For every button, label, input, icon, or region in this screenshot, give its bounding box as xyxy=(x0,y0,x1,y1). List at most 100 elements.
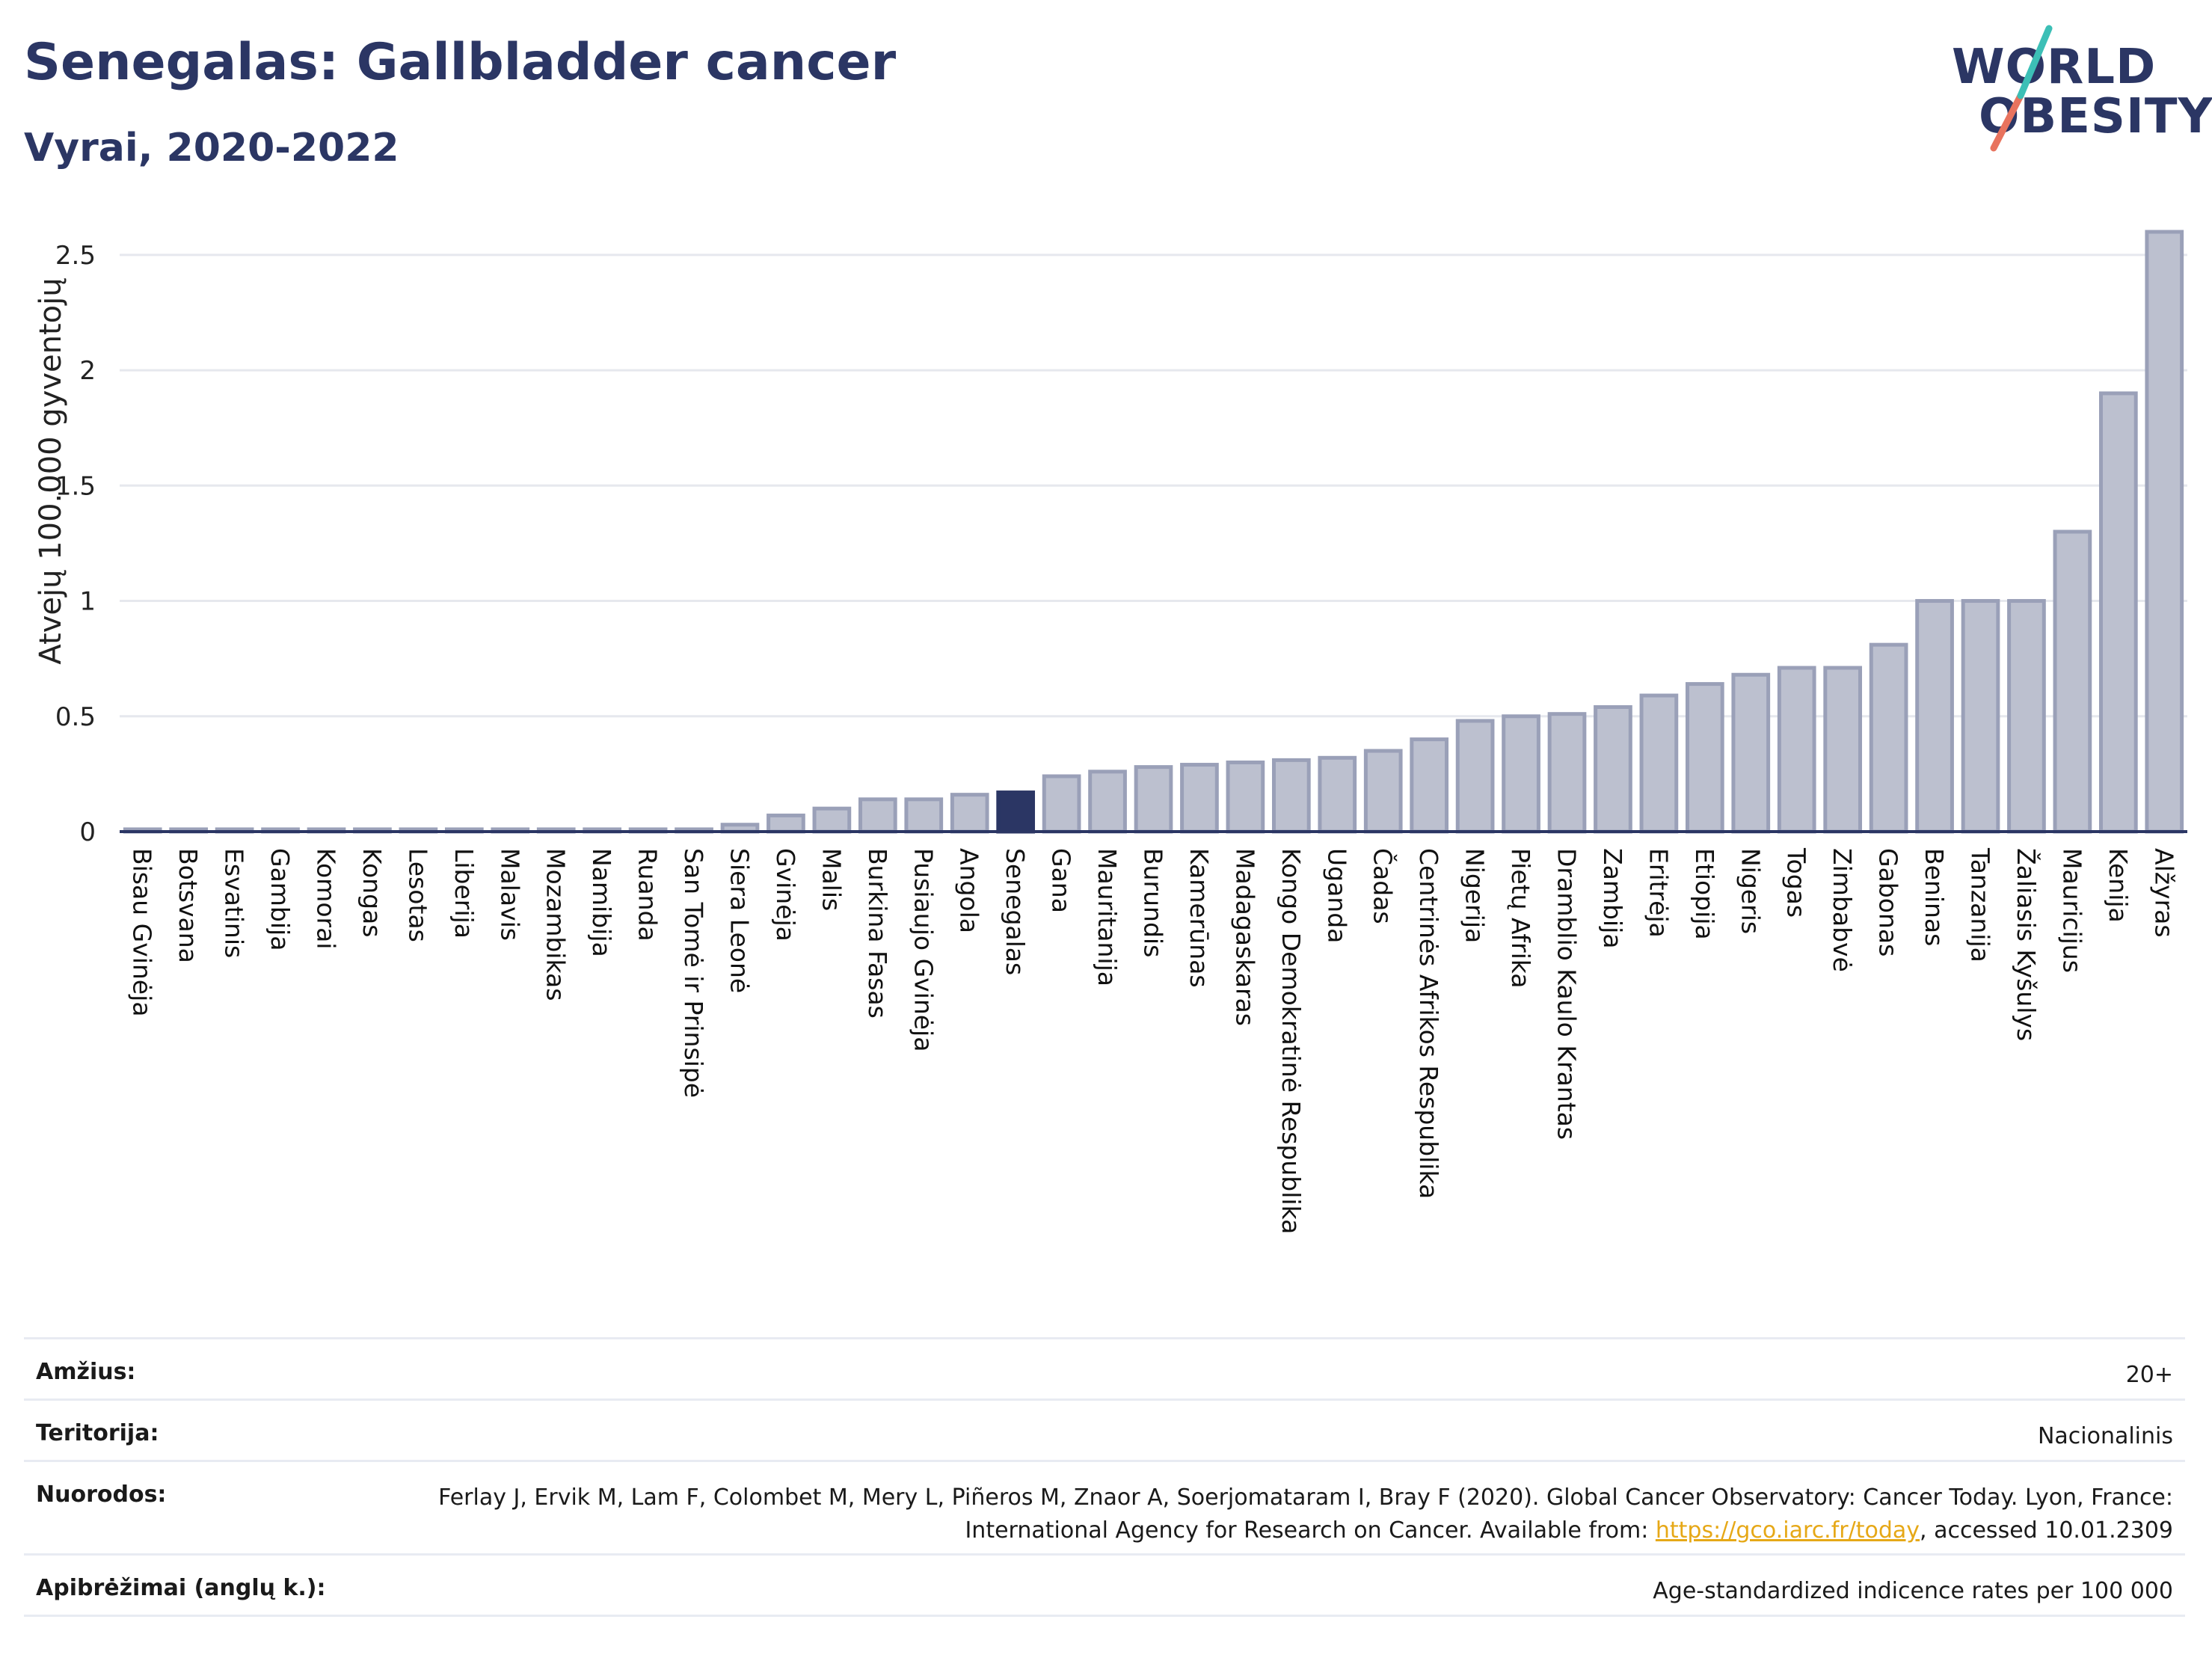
x-tick-label: Malis xyxy=(817,848,846,911)
y-tick-label: 0.5 xyxy=(55,702,96,732)
x-tick-label: Tanzanija xyxy=(1966,847,1995,962)
bar xyxy=(1594,704,1632,834)
x-tick-label: Nigerija xyxy=(1460,848,1490,943)
bar-chart: 0 0.5 1 1.5 2 2.5 Bisau Gvinėja Botsvana Esvatin… xyxy=(55,230,2187,1234)
bar xyxy=(1226,760,1265,834)
bar-highlight xyxy=(996,790,1036,834)
bar xyxy=(2098,391,2138,834)
bar xyxy=(1731,672,1771,834)
y-tick-label: 1 xyxy=(79,587,96,617)
info-row-age: Amžius: 20+ xyxy=(24,1337,2185,1400)
bar xyxy=(1455,719,1495,834)
info-value-definitions: Age-standardized indicence rates per 100… xyxy=(325,1553,2185,1617)
bar xyxy=(1271,758,1311,834)
bar xyxy=(1042,774,1081,834)
x-tick-label: Gvinėja xyxy=(771,848,800,942)
y-tick-label: 0 xyxy=(79,817,96,847)
x-tick-label: Lesotas xyxy=(403,848,432,942)
logo-slash-icon xyxy=(1990,25,2053,152)
logo-top-text: WORLD xyxy=(1952,40,2157,95)
bar xyxy=(1547,712,1587,834)
x-tick-label: Gambija xyxy=(265,848,295,951)
x-tick-label: Siera Leonė xyxy=(725,848,755,993)
x-tick-label: Komorai xyxy=(312,848,341,949)
bar xyxy=(1823,666,1863,834)
bar xyxy=(2145,230,2184,834)
y-tick-label: 2 xyxy=(79,356,96,386)
bar xyxy=(1134,765,1173,834)
bar xyxy=(1410,737,1449,834)
bar xyxy=(904,797,944,834)
bar xyxy=(950,793,989,834)
reference-suffix: , accessed 10.01.2309 xyxy=(1920,1517,2173,1544)
bar xyxy=(2007,599,2046,834)
x-tick-label: Kenija xyxy=(2104,848,2133,923)
x-tick-label: Mauritanija xyxy=(1093,848,1122,986)
info-key-age: Amžius: xyxy=(24,1337,326,1400)
bar xyxy=(1318,755,1357,834)
x-tick-label: San Tomė ir Prinsipė xyxy=(679,848,708,1098)
bar xyxy=(2053,529,2092,834)
x-tick-label: Botsvana xyxy=(173,848,203,963)
info-row-definitions: Apibrėžimai (anglų k.): Age-standardized… xyxy=(24,1553,2185,1617)
x-tick-label: Esvatinis xyxy=(220,848,249,958)
bar xyxy=(1777,666,1816,834)
x-tick-label: Nigeris xyxy=(1736,848,1765,934)
x-tick-label: Gana xyxy=(1047,848,1076,913)
x-tick-label: Ruanda xyxy=(633,848,663,942)
info-key-territory: Teritorija: xyxy=(24,1398,326,1461)
x-tick-label: Bisau Gvinėja xyxy=(128,848,157,1017)
x-tick-label: Pusiaujo Gvinėja xyxy=(909,848,938,1051)
x-tick-label: Kongo Demokratinė Respublika xyxy=(1276,848,1306,1234)
x-tick-label: Pietų Afrika xyxy=(1506,848,1535,989)
reference-text: Ferlay J, Ervik M, Lam F, Colombet M, Me… xyxy=(438,1484,2173,1544)
x-tick-label: Liberija xyxy=(449,848,479,939)
x-tick-label: Etiopija xyxy=(1690,848,1719,940)
bar xyxy=(1869,642,1908,834)
x-tick-label: Dramblio Kaulo Krantas xyxy=(1552,848,1582,1140)
x-tick-label: Malavis xyxy=(495,848,524,941)
x-tick-label: Burkina Fasas xyxy=(863,848,892,1019)
page-subtitle: Vyrai, 2020-2022 xyxy=(24,126,399,171)
reference-link[interactable]: https://gco.iarc.fr/today xyxy=(1655,1517,1920,1544)
x-tick-label: Alžyras xyxy=(2149,848,2178,938)
page-title: Senegalas: Gallbladder cancer xyxy=(24,33,897,92)
bar xyxy=(1180,763,1219,834)
bar xyxy=(812,806,852,834)
x-tick-label: Madagaskaras xyxy=(1230,848,1259,1026)
info-value-territory: Nacionalinis xyxy=(325,1398,2185,1461)
x-tick-label: Centrinės Afrikos Respublika xyxy=(1414,848,1443,1199)
x-tick-label: Angola xyxy=(955,848,984,933)
bar xyxy=(766,813,805,834)
y-axis-title: Atvejų 100.000 gyventojų xyxy=(34,277,68,665)
info-key-definitions: Apibrėžimai (anglų k.): xyxy=(24,1553,326,1617)
x-tick-label: Čadas xyxy=(1368,848,1398,924)
world-obesity-logo: WORLD OBESITY xyxy=(1952,22,2212,157)
x-tick-label: Žaliasis Kyšulys xyxy=(2012,848,2042,1041)
x-tick-label: Zambija xyxy=(1598,848,1627,948)
y-tick-label: 1.5 xyxy=(55,471,96,501)
x-tick-label: Zimbabvė xyxy=(1828,848,1857,972)
bar xyxy=(1363,749,1403,834)
bar xyxy=(1961,599,2000,834)
bar xyxy=(1685,682,1724,834)
x-tick-label: Eritrėja xyxy=(1644,848,1673,938)
info-key-references: Nuorodos: xyxy=(24,1460,326,1555)
x-tick-label: Gabonas xyxy=(1874,848,1903,957)
x-tick-label: Namibija xyxy=(587,848,616,957)
info-value-references: Ferlay J, Ervik M, Lam F, Colombet M, Me… xyxy=(325,1460,2185,1555)
bar xyxy=(1088,770,1127,834)
x-tick-label: Mauricijus xyxy=(2057,848,2086,973)
x-tick-label: Kamerūnas xyxy=(1185,848,1214,988)
x-tick-label: Burundis xyxy=(1139,848,1168,957)
bar xyxy=(858,797,897,834)
bar xyxy=(1502,714,1540,834)
info-value-age: 20+ xyxy=(325,1337,2185,1400)
bar xyxy=(1639,693,1679,834)
x-tick-label: Uganda xyxy=(1322,848,1351,943)
info-row-references: Nuorodos: Ferlay J, Ervik M, Lam F, Colo… xyxy=(24,1460,2185,1555)
x-tick-label: Kongas xyxy=(357,848,387,937)
x-tick-label: Beninas xyxy=(1920,848,1949,946)
x-tick-label: Mozambikas xyxy=(541,848,571,1001)
y-tick-label: 2.5 xyxy=(55,241,96,271)
